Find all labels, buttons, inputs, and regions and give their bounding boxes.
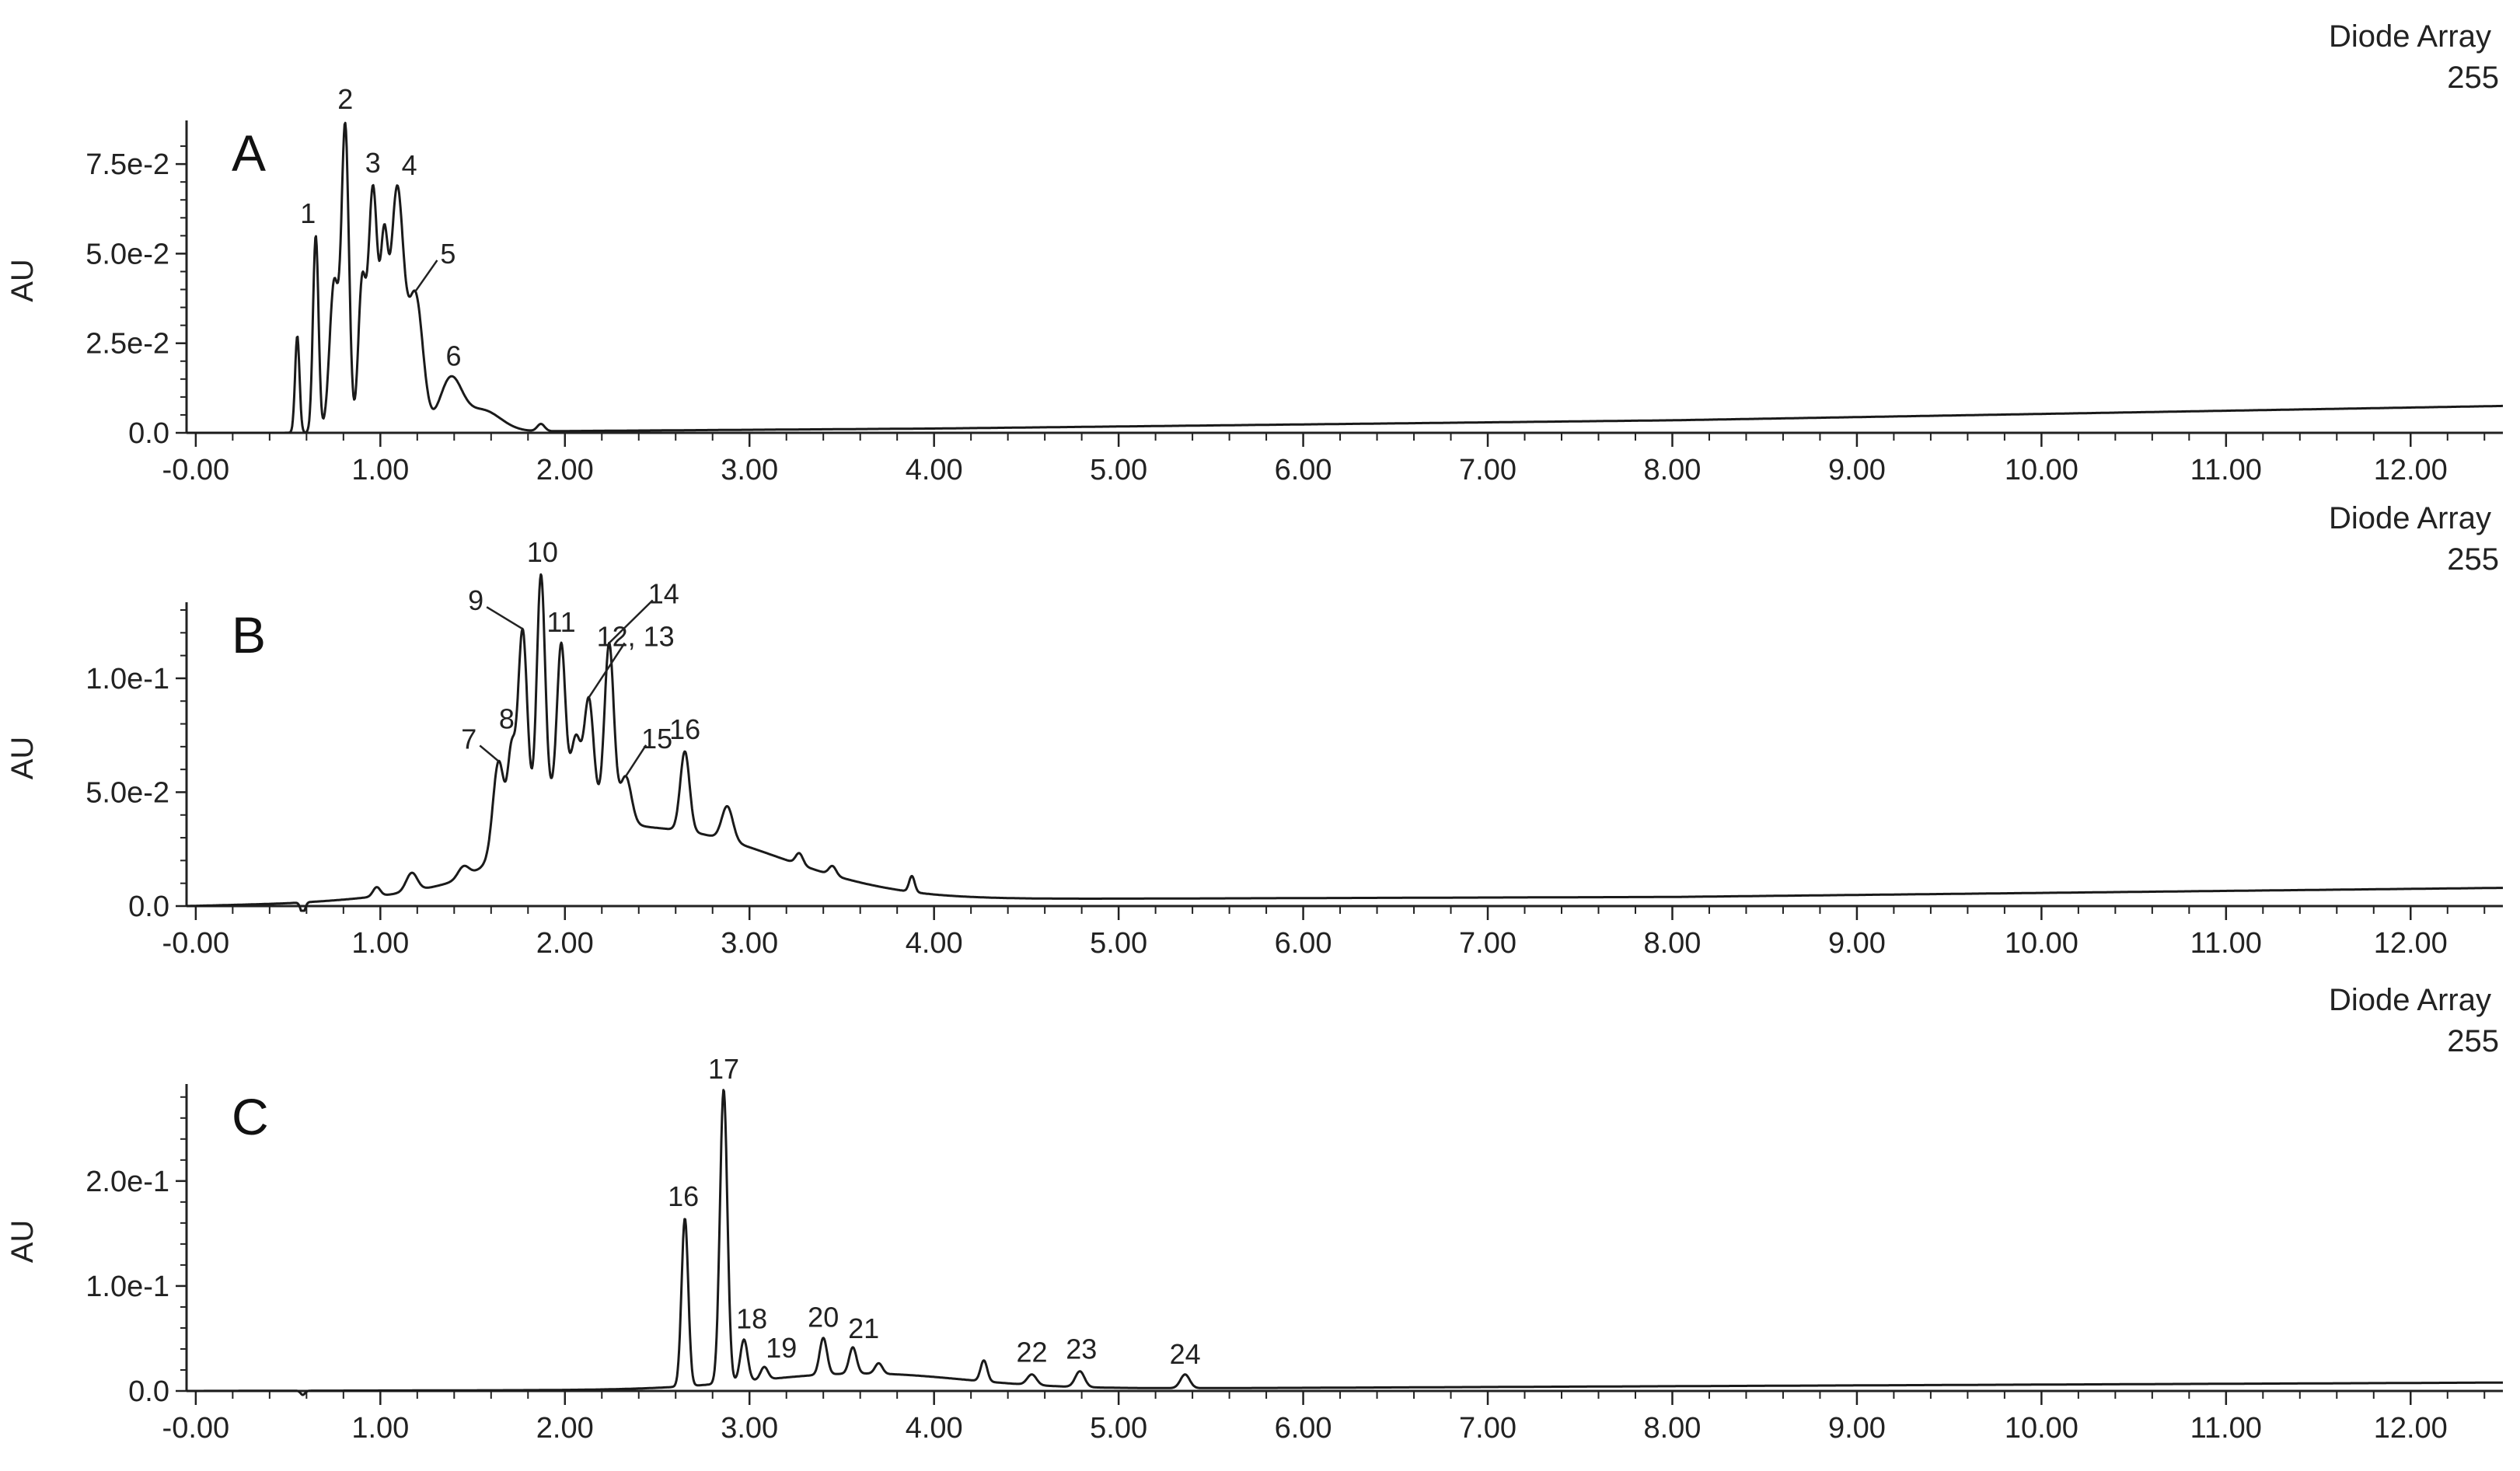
- y-tick-label: 2.5e-2: [86, 328, 169, 361]
- x-tick-label: 6.00: [1275, 927, 1332, 960]
- peak-label: 9: [468, 584, 483, 616]
- panel-letter: C: [232, 1088, 269, 1145]
- peak-leader-line: [588, 642, 626, 699]
- peak-leader-line: [414, 260, 438, 292]
- peak-label: 16: [668, 1180, 699, 1212]
- peak-label: 7: [461, 723, 476, 755]
- x-tick-label: 4.00: [906, 454, 963, 486]
- panel-a: -0.00 1.00 2.00 3.00 4.00 5.00 6.00 7.00 8.00 9.0…: [5, 19, 2504, 486]
- x-tick-label: 2.00: [536, 927, 594, 960]
- x-tick-label: 1.00: [351, 927, 409, 960]
- x-tick-label: 7.00: [1459, 1412, 1517, 1445]
- x-tick-label: 3.00: [721, 454, 778, 486]
- peak-leader-line: [608, 599, 654, 644]
- x-tick-label: 5.00: [1090, 1412, 1147, 1445]
- chromatogram-trace: [186, 573, 2504, 912]
- x-tick-label: 1.00: [351, 454, 409, 486]
- x-tick-label: 4.00: [906, 927, 963, 960]
- x-tick-label: 11.00: [2190, 454, 2262, 486]
- peak-label: 20: [808, 1302, 839, 1333]
- chromatogram-trace: [186, 1089, 2504, 1396]
- y-tick-label: 0.0: [128, 891, 169, 923]
- x-tick-label: 10.00: [2005, 454, 2078, 486]
- peak-label: 18: [736, 1303, 767, 1335]
- x-tick-label: 2.00: [536, 1412, 594, 1445]
- peak-label: 19: [766, 1332, 797, 1364]
- panel-b: -0.00 1.00 2.00 3.00 4.00 5.00 6.00 7.00 8.00 9.0…: [5, 501, 2504, 960]
- detector-label: Diode Array: [2329, 983, 2491, 1017]
- y-axis-label: AU: [5, 259, 40, 302]
- x-tick-label: 3.00: [721, 927, 778, 960]
- x-tick-label: 12.00: [2374, 1412, 2448, 1445]
- x-tick-label: 8.00: [1643, 454, 1701, 486]
- peak-label: 10: [527, 536, 558, 568]
- peak-leader-line: [479, 744, 500, 762]
- wavelength-label: 255: [2447, 542, 2499, 577]
- peak-label: 3: [365, 147, 381, 179]
- peak-label: 21: [848, 1312, 879, 1344]
- x-tick-label: 12.00: [2374, 454, 2448, 486]
- x-tick-label: 5.00: [1090, 927, 1147, 960]
- chromatogram-trace: [186, 121, 2504, 434]
- peak-label: 14: [648, 577, 679, 609]
- x-tick-label: 7.00: [1459, 454, 1517, 486]
- x-tick-label: 3.00: [721, 1412, 778, 1445]
- y-tick-label: 0.0: [128, 417, 169, 450]
- x-tick-label: 6.00: [1275, 454, 1332, 486]
- x-tick-label: 8.00: [1643, 1412, 1701, 1445]
- peak-leader-line: [486, 606, 523, 630]
- peak-leader-line: [625, 744, 647, 777]
- peak-label: 2: [337, 83, 353, 115]
- y-tick-label: 0.0: [128, 1375, 169, 1408]
- y-tick-label: 1.0e-1: [86, 1271, 169, 1303]
- peak-label: 6: [446, 340, 462, 372]
- peak-label: 23: [1066, 1333, 1097, 1365]
- detector-label: Diode Array: [2329, 501, 2491, 535]
- x-tick-label: 1.00: [351, 1412, 409, 1445]
- x-tick-label: 8.00: [1643, 927, 1701, 960]
- x-tick-label: 12.00: [2374, 927, 2448, 960]
- peak-label: 5: [440, 238, 455, 270]
- x-tick-label: -0.00: [162, 927, 230, 960]
- peak-label: 4: [402, 149, 417, 181]
- x-tick-label: 10.00: [2005, 927, 2078, 960]
- x-tick-label: 9.00: [1828, 927, 1886, 960]
- x-tick-label: 11.00: [2190, 1412, 2262, 1445]
- peak-label: 12, 13: [597, 620, 675, 652]
- wavelength-label: 255: [2447, 1024, 2499, 1058]
- peak-label: 11: [546, 606, 575, 638]
- peak-label: 24: [1170, 1338, 1201, 1370]
- y-tick-label: 1.0e-1: [86, 663, 169, 695]
- x-tick-label: -0.00: [162, 1412, 230, 1445]
- x-tick-label: 5.00: [1090, 454, 1147, 486]
- panel-letter: A: [232, 124, 266, 182]
- peak-label: 15: [641, 723, 672, 755]
- wavelength-label: 255: [2447, 61, 2499, 95]
- x-tick-label: 9.00: [1828, 454, 1886, 486]
- x-tick-label: 10.00: [2005, 1412, 2078, 1445]
- x-tick-label: 9.00: [1828, 1412, 1886, 1445]
- y-tick-label: 7.5e-2: [86, 148, 169, 181]
- panel-c: -0.00 1.00 2.00 3.00 4.00 5.00 6.00 7.00 8.00 9.0…: [5, 983, 2504, 1445]
- x-tick-label: 2.00: [536, 454, 594, 486]
- y-axis-label: AU: [5, 737, 40, 780]
- detector-label: Diode Array: [2329, 19, 2491, 54]
- peak-label: 8: [499, 702, 515, 734]
- y-tick-label: 5.0e-2: [86, 238, 169, 270]
- x-tick-label: 6.00: [1275, 1412, 1332, 1445]
- peak-label: 17: [708, 1053, 739, 1085]
- y-tick-label: 2.0e-1: [86, 1166, 169, 1198]
- peak-label: 1: [300, 197, 316, 229]
- y-axis-label: AU: [5, 1220, 40, 1264]
- panel-letter: B: [232, 606, 266, 664]
- x-tick-label: 4.00: [906, 1412, 963, 1445]
- peak-label: 22: [1016, 1337, 1047, 1368]
- x-tick-label: 11.00: [2190, 927, 2262, 960]
- y-tick-label: 5.0e-2: [86, 776, 169, 809]
- peak-label: 16: [669, 713, 700, 745]
- x-tick-label: 7.00: [1459, 927, 1517, 960]
- x-tick-label: -0.00: [162, 454, 230, 486]
